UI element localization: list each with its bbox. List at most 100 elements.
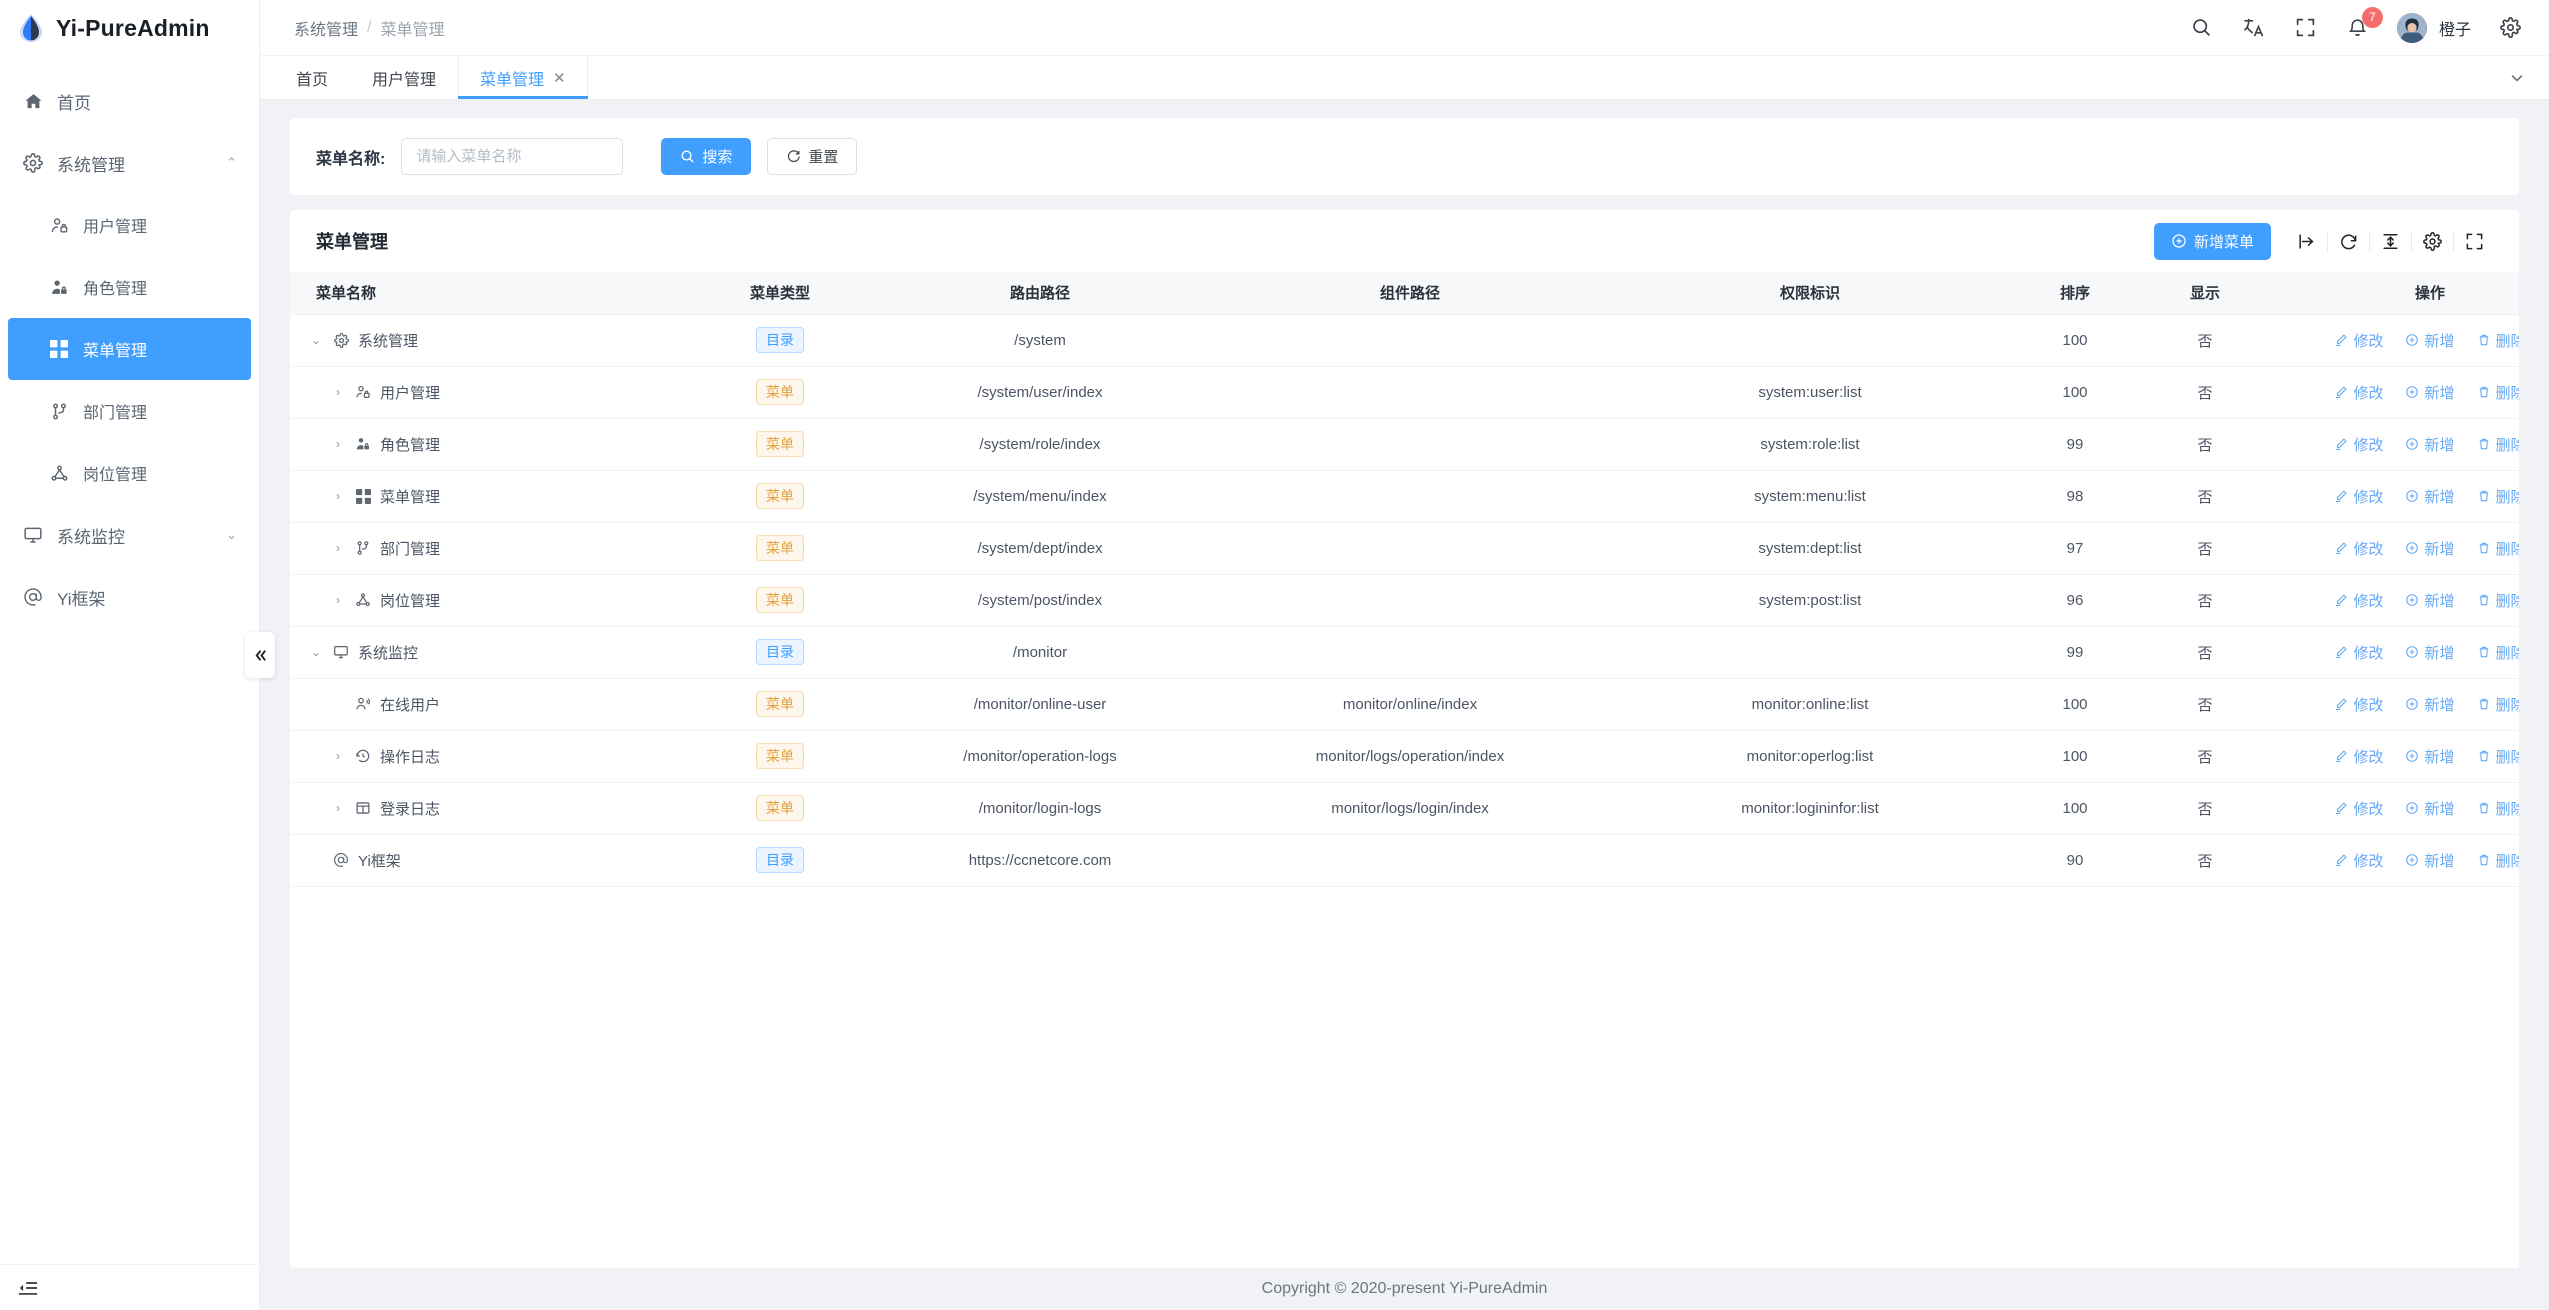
add-child-row-button[interactable]: 新增 [2405, 486, 2455, 507]
table-row[interactable]: › 角色管理 菜单/system/role/index system:role:lis… [290, 418, 2519, 471]
edit-row-button[interactable]: 修改 [2334, 642, 2383, 663]
delete-row-button[interactable]: 删除 [2477, 850, 2519, 871]
chevron-right-icon[interactable]: › [336, 541, 340, 555]
table-row[interactable]: › 登录日志 菜单/monitor/login-logs monitor/logs/l… [290, 782, 2519, 835]
edit-row-button[interactable]: 修改 [2334, 746, 2383, 767]
edit-row-button[interactable]: 修改 [2334, 538, 2383, 559]
cell-sort: 100 [2010, 678, 2140, 731]
table-row[interactable]: Yi框架 目录 https://ccnetcore.com 90 否 修改 新增 删除 [290, 834, 2519, 887]
plus-circle-icon [2405, 853, 2419, 867]
user-lock-icon [354, 384, 372, 400]
fullscreen-icon[interactable] [2293, 15, 2319, 41]
delete-row-button[interactable]: 删除 [2477, 590, 2519, 611]
delete-row-button[interactable]: 删除 [2477, 330, 2519, 351]
breadcrumb-item-parent[interactable]: 系统管理 [294, 21, 359, 39]
add-child-row-button[interactable]: 新增 [2405, 538, 2455, 559]
edit-row-button[interactable]: 修改 [2334, 694, 2383, 715]
username-label[interactable]: 橙子 [2438, 21, 2471, 39]
sidebar-collapse-button[interactable] [0, 1264, 259, 1310]
add-child-row-button[interactable]: 新增 [2405, 798, 2455, 819]
edit-row-button[interactable]: 修改 [2334, 850, 2383, 871]
delete-row-button[interactable]: 删除 [2477, 694, 2519, 715]
cell-perm: system:user:list [1610, 366, 2010, 419]
gear-icon[interactable] [2497, 15, 2523, 41]
edit-row-button[interactable]: 修改 [2334, 486, 2383, 507]
avatar[interactable] [2396, 12, 2427, 43]
table-row[interactable]: ⌄ 系统监控 目录/monitor 99 否 修改 新增 删除 [290, 626, 2519, 679]
expand-all-icon[interactable] [2285, 226, 2327, 256]
table-row[interactable]: › 部门管理 菜单/system/dept/index system:dept:lis… [290, 522, 2519, 575]
edit-row-button[interactable]: 修改 [2334, 382, 2383, 403]
sidebar-item-menu[interactable]: 菜单管理 [8, 318, 251, 380]
add-child-row-button[interactable]: 新增 [2405, 590, 2455, 611]
add-child-row-button[interactable]: 新增 [2405, 434, 2455, 455]
edit-row-button[interactable]: 修改 [2334, 434, 2383, 455]
delete-row-button[interactable]: 删除 [2477, 434, 2519, 455]
tab-menu-management[interactable]: 菜单管理 ✕ [458, 56, 588, 99]
add-child-row-button[interactable]: 新增 [2405, 330, 2455, 351]
chevron-down-icon[interactable]: ⌄ [310, 333, 322, 347]
translate-icon[interactable] [2241, 15, 2267, 41]
tab-home[interactable]: 首页 [274, 56, 350, 99]
cell-menu-type: 目录 [690, 626, 870, 679]
chevron-right-icon[interactable]: › [336, 437, 340, 451]
add-child-row-button[interactable]: 新增 [2405, 850, 2455, 871]
table-row[interactable]: 在线用户 菜单/monitor/online-user monitor/online… [290, 678, 2519, 731]
table-row[interactable]: ⌄ 系统管理 目录/system 100 否 修改 新增 删除 [290, 313, 2519, 367]
density-icon[interactable] [2369, 226, 2411, 256]
edit-row-button[interactable]: 修改 [2334, 798, 2383, 819]
delete-row-button[interactable]: 删除 [2477, 382, 2519, 403]
table-row[interactable]: › 操作日志 菜单/monitor/operation-logs monitor/lo… [290, 730, 2519, 783]
add-child-row-button[interactable]: 新增 [2405, 642, 2455, 663]
delete-row-button[interactable]: 删除 [2477, 642, 2519, 663]
add-child-row-button[interactable]: 新增 [2405, 382, 2455, 403]
search-button[interactable]: 搜索 [661, 138, 752, 175]
add-menu-button[interactable]: 新增菜单 [2153, 222, 2271, 260]
edit-row-button[interactable]: 修改 [2334, 330, 2383, 351]
cell-visible: 否 [2140, 470, 2270, 523]
chevron-right-icon[interactable]: › [336, 749, 340, 763]
sidebar-item-system[interactable]: 系统管理 ⌃ [0, 132, 259, 194]
delete-row-button[interactable]: 删除 [2477, 538, 2519, 559]
delete-row-button[interactable]: 删除 [2477, 486, 2519, 507]
chevron-right-icon[interactable]: › [336, 801, 340, 815]
sidebar-item-yi-framework[interactable]: Yi框架 [0, 566, 259, 628]
add-child-row-button[interactable]: 新增 [2405, 694, 2455, 715]
menu-name-input[interactable] [401, 138, 624, 175]
refresh-icon[interactable] [2327, 226, 2369, 256]
tab-label: 首页 [296, 71, 329, 89]
table-row[interactable]: › 菜单管理 菜单/system/menu/index system:menu:lis… [290, 470, 2519, 523]
edit-icon [2334, 801, 2348, 815]
chevron-down-icon[interactable]: ⌄ [310, 645, 322, 659]
column-settings-icon[interactable] [2411, 226, 2453, 256]
tab-user-management[interactable]: 用户管理 [350, 56, 458, 99]
sidebar-item-post[interactable]: 岗位管理 [0, 442, 259, 504]
sidebar-collapse-tab[interactable] [245, 632, 275, 678]
tab-more-button[interactable] [2509, 56, 2549, 99]
chevron-right-icon[interactable]: › [336, 385, 340, 399]
table-row[interactable]: › 用户管理 菜单/system/user/index system:user:lis… [290, 366, 2519, 419]
brand[interactable]: Yi-PureAdmin [0, 0, 259, 56]
monitor-icon [332, 644, 350, 660]
chevron-right-icon[interactable]: › [336, 489, 340, 503]
close-icon[interactable]: ✕ [553, 69, 566, 87]
delete-row-button[interactable]: 删除 [2477, 746, 2519, 767]
plus-circle-icon [2405, 801, 2419, 815]
sidebar-item-monitor[interactable]: 系统监控 ⌄ [0, 504, 259, 566]
chevron-right-icon[interactable]: › [336, 593, 340, 607]
bell-icon[interactable]: 7 [2345, 6, 2383, 41]
sidebar-item-user[interactable]: 用户管理 [0, 194, 259, 256]
cell-component [1210, 366, 1610, 419]
reset-button[interactable]: 重置 [767, 138, 858, 175]
edit-row-button[interactable]: 修改 [2334, 590, 2383, 611]
sidebar-item-role[interactable]: 角色管理 [0, 256, 259, 318]
table-row[interactable]: › 岗位管理 菜单/system/post/index system:post:lis… [290, 574, 2519, 627]
search-icon[interactable] [2189, 15, 2215, 41]
cell-component [1210, 626, 1610, 679]
fullscreen-icon[interactable] [2453, 226, 2495, 256]
sidebar-item-home[interactable]: 首页 [0, 70, 259, 132]
delete-row-button[interactable]: 删除 [2477, 798, 2519, 819]
menu-type-tag: 菜单 [756, 535, 804, 561]
add-child-row-button[interactable]: 新增 [2405, 746, 2455, 767]
sidebar-item-dept[interactable]: 部门管理 [0, 380, 259, 442]
